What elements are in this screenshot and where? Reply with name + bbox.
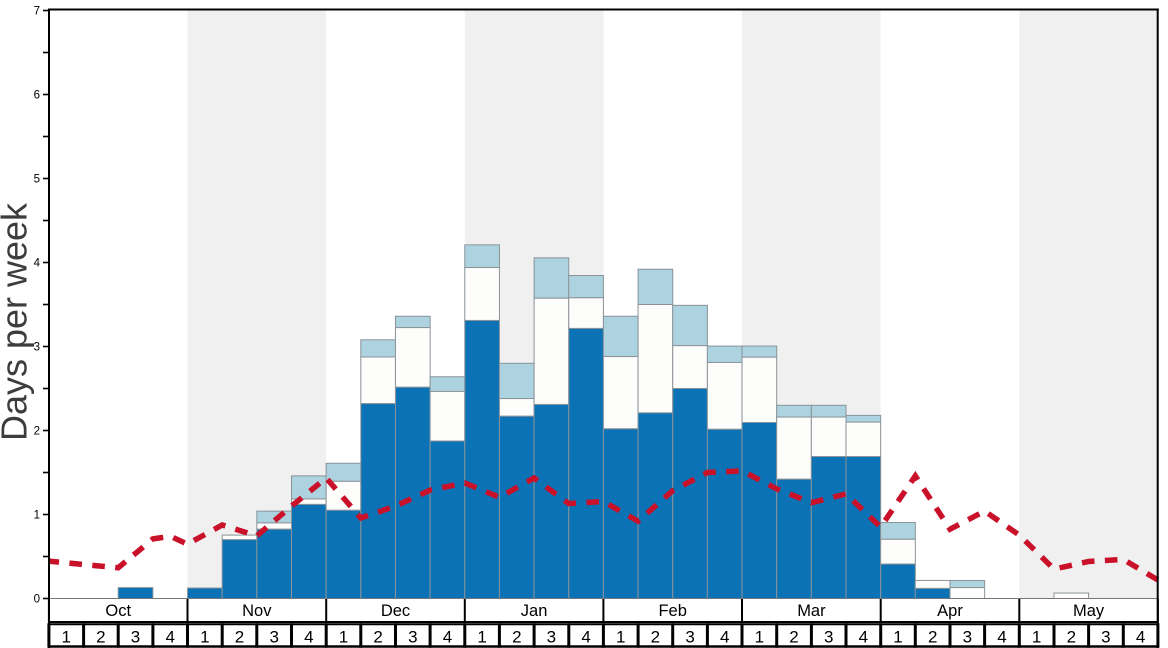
svg-text:2: 2 bbox=[235, 628, 244, 647]
svg-text:2: 2 bbox=[373, 628, 382, 647]
svg-text:2: 2 bbox=[789, 628, 798, 647]
svg-text:2: 2 bbox=[651, 628, 660, 647]
svg-text:2: 2 bbox=[34, 426, 40, 438]
svg-text:3: 3 bbox=[131, 628, 140, 647]
svg-text:4: 4 bbox=[997, 628, 1006, 647]
svg-text:4: 4 bbox=[859, 628, 868, 647]
svg-text:4: 4 bbox=[443, 628, 452, 647]
svg-text:May: May bbox=[1073, 602, 1105, 620]
svg-text:4: 4 bbox=[304, 628, 313, 647]
svg-text:3: 3 bbox=[547, 628, 556, 647]
svg-text:3: 3 bbox=[269, 628, 278, 647]
svg-text:7: 7 bbox=[34, 6, 40, 18]
svg-text:Oct: Oct bbox=[105, 602, 131, 620]
svg-text:Feb: Feb bbox=[658, 602, 686, 620]
svg-text:3: 3 bbox=[963, 628, 972, 647]
svg-text:1: 1 bbox=[34, 510, 40, 522]
svg-text:Mar: Mar bbox=[797, 602, 826, 620]
svg-text:1: 1 bbox=[339, 628, 348, 647]
svg-text:Dec: Dec bbox=[381, 602, 410, 620]
svg-text:2: 2 bbox=[512, 628, 521, 647]
svg-text:Apr: Apr bbox=[937, 602, 963, 620]
svg-text:4: 4 bbox=[720, 628, 729, 647]
svg-text:3: 3 bbox=[824, 628, 833, 647]
svg-text:3: 3 bbox=[408, 628, 417, 647]
svg-text:3: 3 bbox=[34, 342, 40, 354]
svg-text:4: 4 bbox=[34, 258, 41, 270]
svg-text:Nov: Nov bbox=[242, 602, 272, 620]
svg-text:4: 4 bbox=[1136, 628, 1145, 647]
svg-text:0: 0 bbox=[34, 594, 40, 606]
svg-text:3: 3 bbox=[1101, 628, 1110, 647]
svg-text:1: 1 bbox=[893, 628, 902, 647]
svg-text:1: 1 bbox=[61, 628, 70, 647]
svg-text:6: 6 bbox=[34, 90, 40, 102]
svg-text:3: 3 bbox=[685, 628, 694, 647]
svg-text:4: 4 bbox=[165, 628, 174, 647]
svg-text:5: 5 bbox=[34, 174, 40, 186]
svg-text:1: 1 bbox=[200, 628, 209, 647]
svg-text:1: 1 bbox=[755, 628, 764, 647]
svg-text:1: 1 bbox=[616, 628, 625, 647]
svg-text:Jan: Jan bbox=[521, 602, 548, 620]
svg-text:2: 2 bbox=[928, 628, 937, 647]
svg-text:4: 4 bbox=[581, 628, 590, 647]
svg-text:1: 1 bbox=[477, 628, 486, 647]
svg-text:2: 2 bbox=[1067, 628, 1076, 647]
svg-text:1: 1 bbox=[1032, 628, 1041, 647]
svg-text:2: 2 bbox=[96, 628, 105, 647]
svg-text:Days per week: Days per week bbox=[0, 202, 35, 441]
